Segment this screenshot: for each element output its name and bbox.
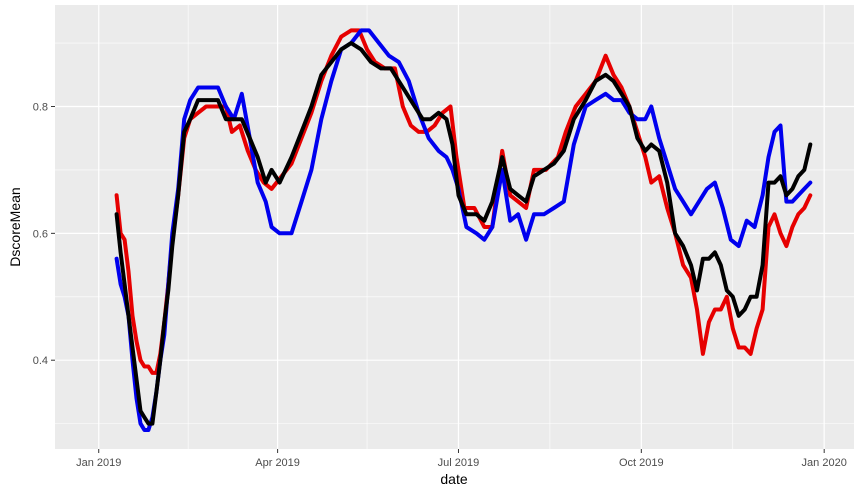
series-line-3 [114, 41, 813, 426]
x-tick-label: Jan 2020 [802, 457, 847, 469]
x-tick-label: Jan 2019 [76, 457, 121, 469]
x-tick-label: Apr 2019 [255, 457, 300, 469]
x-tick-label: Jul 2019 [438, 457, 480, 469]
y-tick-label: 0.4 [33, 355, 48, 367]
grid [55, 5, 854, 449]
y-tick-label: 0.8 [33, 101, 48, 113]
y-tick-label: 0.6 [33, 228, 48, 240]
series-lines [114, 28, 813, 432]
y-axis-label: DscoreMean [7, 187, 23, 266]
x-axis-label: date [440, 471, 467, 487]
axes: 0.4 0.6 0.8 Jan 2019 Apr 2019 Jul 2019 Oct 201… [33, 101, 847, 469]
x-tick-label: Oct 2019 [619, 457, 664, 469]
